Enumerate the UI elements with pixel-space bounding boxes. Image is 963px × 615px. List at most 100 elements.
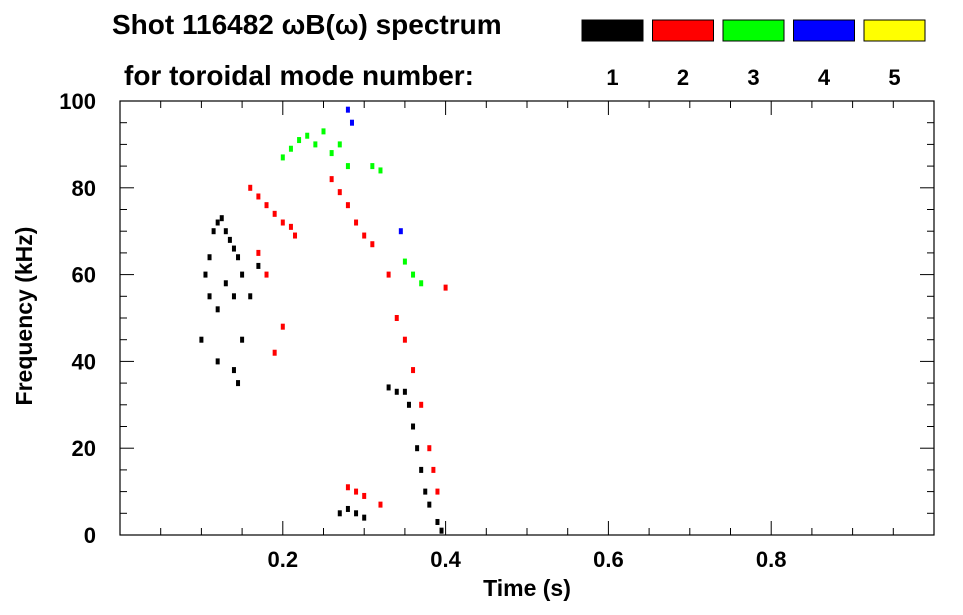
mode-1-point xyxy=(386,384,391,391)
mode-2-point xyxy=(337,189,342,196)
y-tick-label: 100 xyxy=(59,89,96,114)
mode-1-point xyxy=(394,388,399,395)
mode-1-point xyxy=(231,367,236,374)
x-tick-label: 0.6 xyxy=(593,547,624,572)
mode-1-point xyxy=(435,518,440,525)
legend-swatch-1 xyxy=(581,19,644,42)
mode-1-point xyxy=(415,445,420,452)
mode-2-point xyxy=(256,249,261,256)
mode-2-point xyxy=(345,202,350,209)
y-tick-label: 20 xyxy=(72,436,96,461)
mode-2-point xyxy=(431,466,436,473)
legend-label-4: 4 xyxy=(818,65,831,90)
mode-1-point xyxy=(248,293,253,300)
mode-3-point xyxy=(288,145,293,152)
mode-2-point xyxy=(362,232,367,239)
legend-swatch-4 xyxy=(793,19,855,42)
mode-2-point xyxy=(419,401,424,408)
mode-1-point xyxy=(223,228,228,235)
mode-2-point xyxy=(264,271,269,278)
mode-2-point xyxy=(264,202,269,209)
mode-3-point xyxy=(345,163,350,170)
mode-3-point xyxy=(329,150,334,157)
mode-2-point xyxy=(443,284,448,291)
mode-1-point xyxy=(256,262,261,269)
mode-2-point xyxy=(386,271,391,278)
legend-swatch-5 xyxy=(863,19,926,42)
mode-1-point xyxy=(199,336,204,343)
mode-3-point xyxy=(370,163,375,170)
legend-label-2: 2 xyxy=(677,65,689,90)
mode-1-point xyxy=(419,466,424,473)
y-tick-label: 60 xyxy=(72,263,96,288)
mode-2-point xyxy=(248,184,253,191)
x-tick-label: 0.2 xyxy=(268,547,299,572)
legend-label-5: 5 xyxy=(888,65,900,90)
mode-3-point xyxy=(419,280,424,287)
mode-2-point xyxy=(370,241,375,248)
mode-1-point xyxy=(211,228,216,235)
mode-1-point xyxy=(219,215,224,222)
y-tick-label: 0 xyxy=(84,523,96,548)
legend-swatch-3 xyxy=(722,19,785,42)
mode-2-point xyxy=(280,219,285,226)
mode-2-point xyxy=(288,223,293,230)
mode-2-point xyxy=(345,484,350,491)
mode-4-point xyxy=(398,228,403,235)
mode-3-point xyxy=(411,271,416,278)
mode-2-point xyxy=(402,336,407,343)
plot-frame xyxy=(119,100,935,536)
mode-1-point xyxy=(337,510,342,517)
chart-title-line1: Shot 116482 ωB(ω) spectrum xyxy=(112,9,502,40)
mode-1-point xyxy=(240,271,245,278)
y-tick-label: 80 xyxy=(72,176,96,201)
mode-4-point xyxy=(345,106,350,113)
chart-title-line2: for toroidal mode number: xyxy=(124,60,474,91)
y-tick-label: 40 xyxy=(72,349,96,374)
mode-2-point xyxy=(256,193,261,200)
data-marks xyxy=(199,106,448,534)
mode-1-point xyxy=(236,254,241,261)
x-axis-label: Time (s) xyxy=(483,575,571,601)
mode-1-point xyxy=(223,280,228,287)
mode-1-point xyxy=(231,293,236,300)
mode-2-point xyxy=(435,488,440,495)
mode-3-point xyxy=(378,167,383,174)
mode-1-point xyxy=(215,358,220,365)
mode-3-point xyxy=(297,137,302,144)
mode-3-point xyxy=(280,154,285,161)
x-tick-label: 0.8 xyxy=(756,547,787,572)
mode-1-point xyxy=(354,510,359,517)
mode-1-point xyxy=(423,488,428,495)
mode-2-point xyxy=(411,367,416,374)
mode-1-point xyxy=(203,271,208,278)
mode-3-point xyxy=(337,141,342,148)
mode-1-point xyxy=(215,306,220,313)
mode-2-point xyxy=(378,501,383,508)
mode-1-point xyxy=(240,336,245,343)
x-tick-label: 0.4 xyxy=(430,547,461,572)
mode-1-point xyxy=(345,505,350,512)
mode-1-point xyxy=(207,293,212,300)
mode-1-point xyxy=(236,380,241,387)
mode-1-point xyxy=(231,245,236,252)
mode-2-point xyxy=(272,210,277,217)
mode-1-point xyxy=(439,527,444,534)
legend: 1 2 3 4 5 xyxy=(581,19,926,90)
mode-2-point xyxy=(362,492,367,499)
mode-2-point xyxy=(293,232,298,239)
y-axis-label: Frequency (kHz) xyxy=(11,227,37,406)
mode-2-point xyxy=(354,219,359,226)
mode-2-point xyxy=(427,445,432,452)
mode-3-point xyxy=(402,258,407,265)
mode-3-point xyxy=(321,128,326,135)
mode-1-point xyxy=(406,401,411,408)
mode-2-point xyxy=(354,488,359,495)
mode-1-point xyxy=(227,236,232,243)
mode-2-point xyxy=(394,315,399,321)
mode-3-point xyxy=(313,141,318,148)
mode-1-point xyxy=(411,423,416,430)
legend-label-3: 3 xyxy=(747,65,759,90)
mode-1-point xyxy=(402,388,407,395)
